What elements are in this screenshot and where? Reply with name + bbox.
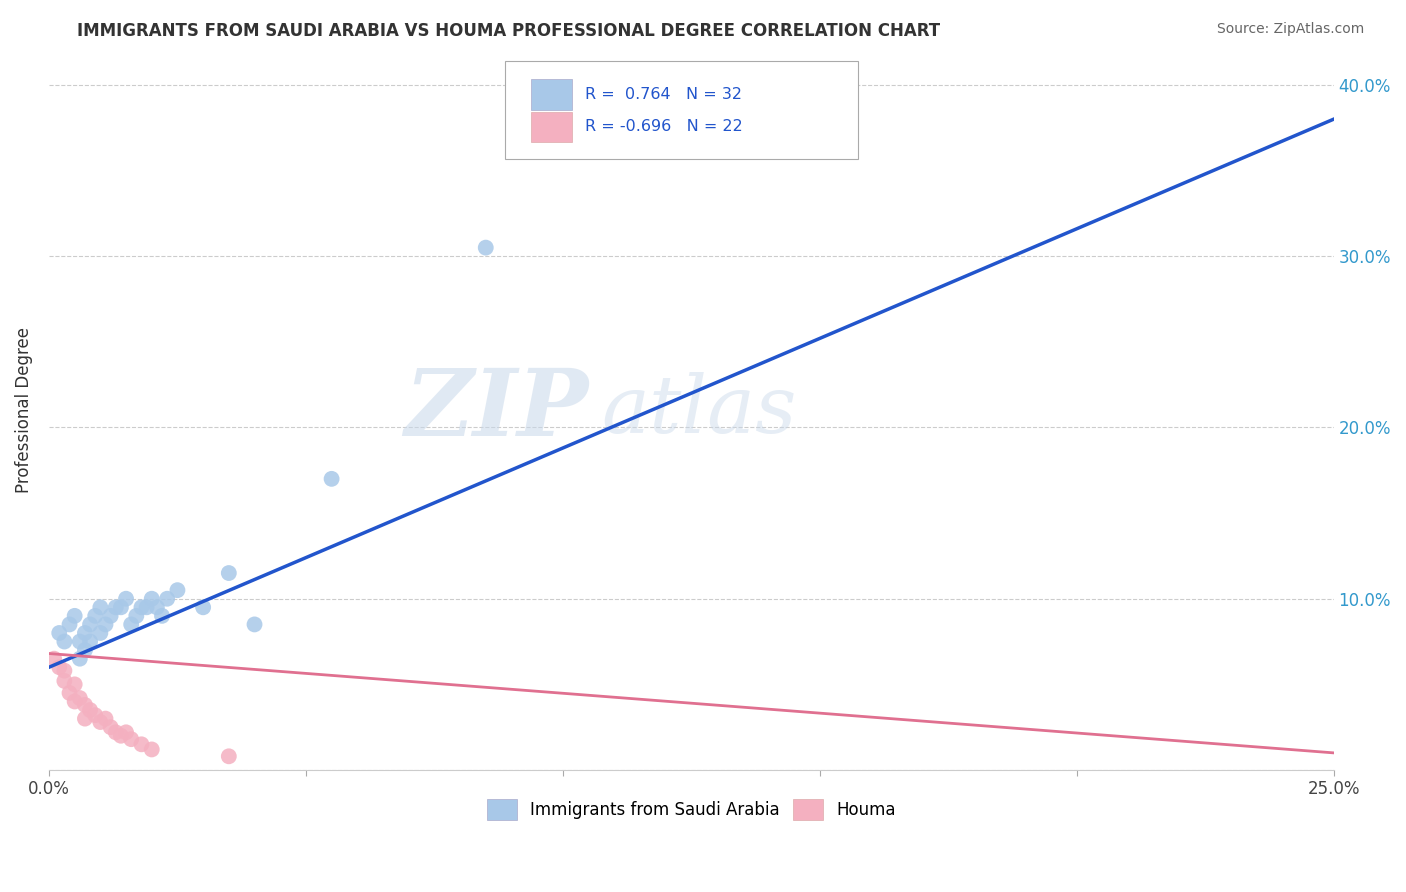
Point xyxy=(89,626,111,640)
Point xyxy=(104,600,127,615)
Point xyxy=(79,703,101,717)
Point xyxy=(243,617,266,632)
FancyBboxPatch shape xyxy=(530,79,572,110)
Point xyxy=(69,634,91,648)
Point xyxy=(84,708,107,723)
Point xyxy=(131,600,153,615)
Point xyxy=(89,600,111,615)
Point xyxy=(218,566,240,580)
Y-axis label: Professional Degree: Professional Degree xyxy=(15,327,32,493)
Point xyxy=(191,600,214,615)
Point xyxy=(53,634,76,648)
Point xyxy=(73,626,96,640)
Point xyxy=(100,608,122,623)
Point xyxy=(58,686,80,700)
Point xyxy=(115,591,138,606)
Text: Source: ZipAtlas.com: Source: ZipAtlas.com xyxy=(1216,22,1364,37)
Point xyxy=(69,691,91,706)
Point xyxy=(63,694,86,708)
Point xyxy=(79,634,101,648)
Point xyxy=(321,472,343,486)
Point xyxy=(58,617,80,632)
Point xyxy=(131,737,153,751)
Point xyxy=(94,617,117,632)
Point xyxy=(89,714,111,729)
Point xyxy=(53,664,76,678)
Point xyxy=(146,600,169,615)
Point xyxy=(48,626,70,640)
Point xyxy=(104,725,127,739)
Point xyxy=(110,729,132,743)
Text: IMMIGRANTS FROM SAUDI ARABIA VS HOUMA PROFESSIONAL DEGREE CORRELATION CHART: IMMIGRANTS FROM SAUDI ARABIA VS HOUMA PR… xyxy=(77,22,941,40)
Point xyxy=(150,608,173,623)
Point xyxy=(115,725,138,739)
Point xyxy=(94,712,117,726)
Text: R =  0.764   N = 32: R = 0.764 N = 32 xyxy=(585,87,742,102)
Legend: Immigrants from Saudi Arabia, Houma: Immigrants from Saudi Arabia, Houma xyxy=(479,793,903,826)
Point xyxy=(84,608,107,623)
Point xyxy=(63,608,86,623)
Point xyxy=(120,617,142,632)
Point xyxy=(63,677,86,691)
Point xyxy=(79,617,101,632)
FancyBboxPatch shape xyxy=(530,112,572,142)
FancyBboxPatch shape xyxy=(505,62,858,159)
Point xyxy=(156,591,179,606)
Point xyxy=(42,651,65,665)
Point xyxy=(474,241,496,255)
Point xyxy=(218,749,240,764)
Point xyxy=(110,600,132,615)
Point xyxy=(135,600,157,615)
Point xyxy=(53,673,76,688)
Point xyxy=(166,583,188,598)
Text: ZIP: ZIP xyxy=(405,366,589,455)
Point xyxy=(73,712,96,726)
Text: atlas: atlas xyxy=(602,372,797,449)
Point xyxy=(48,660,70,674)
Point xyxy=(69,651,91,665)
Point xyxy=(141,742,163,756)
Point xyxy=(141,591,163,606)
Point xyxy=(100,720,122,734)
Point xyxy=(125,608,148,623)
Point xyxy=(73,698,96,712)
Text: R = -0.696   N = 22: R = -0.696 N = 22 xyxy=(585,120,742,135)
Point xyxy=(73,643,96,657)
Point xyxy=(120,732,142,747)
